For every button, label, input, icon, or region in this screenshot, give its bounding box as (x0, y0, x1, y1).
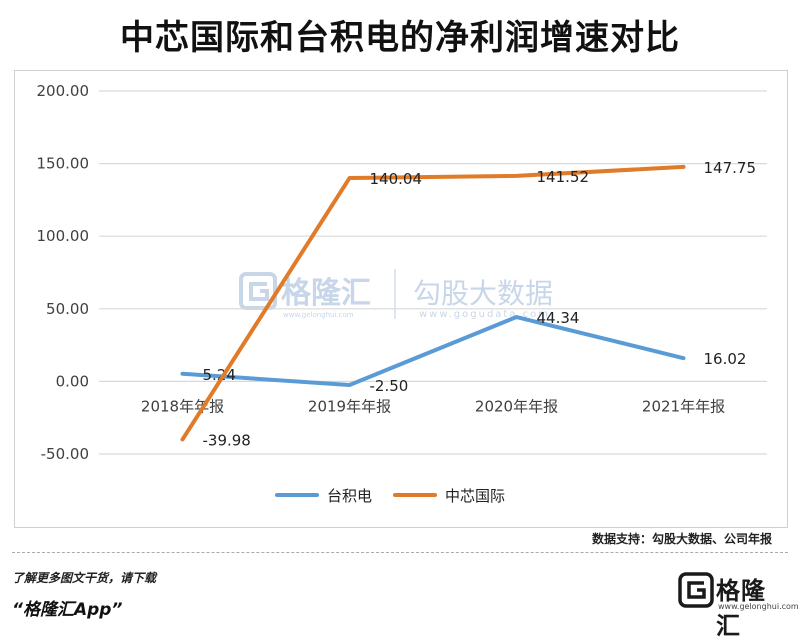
data-label: -39.98 (203, 431, 251, 449)
data-label: 141.52 (537, 168, 590, 186)
y-tick-label: 150.00 (37, 155, 90, 173)
data-point (181, 372, 184, 376)
data-point (348, 176, 351, 180)
promo-line-2: “格隆汇App” (12, 600, 123, 620)
chart-panel: 格隆汇 www.gelonghui.com 勾股大数据 www.gogudata… (14, 70, 788, 528)
legend: 台积电 中芯国际 (275, 487, 505, 505)
series-line-smic (180, 164, 686, 442)
data-label: -2.50 (370, 377, 409, 395)
grid: -50.00 0.00 50.00 100.00 150.00 200.00 (37, 82, 767, 463)
x-tick-label: 2021年年报 (642, 397, 725, 415)
logo-mark-icon (678, 572, 714, 608)
legend-label: 台积电 (327, 487, 372, 505)
logo-url: www.gelonghui.com (718, 602, 799, 611)
source-note: 数据支持：勾股大数据、公司年报 (591, 532, 772, 546)
y-tick-label: 0.00 (56, 372, 89, 390)
data-point (515, 315, 518, 319)
watermark-text: 勾股大数据 (413, 277, 553, 310)
footer-logo[interactable]: 格隆汇 www.gelonghui.com (678, 570, 799, 640)
watermark-brand: 格隆汇 (281, 276, 371, 311)
chart-title: 中芯国际和台积电的净利润增速对比 (120, 18, 680, 58)
data-point (181, 437, 184, 441)
data-label: 16.02 (704, 350, 747, 368)
watermark-url: www.gogudata.com (419, 309, 550, 320)
footer-divider (12, 552, 788, 553)
data-point (515, 174, 518, 178)
watermark-brand-url: www.gelonghui.com (283, 311, 354, 319)
y-tick-label: 200.00 (37, 82, 90, 100)
line-chart: 格隆汇 www.gelonghui.com 勾股大数据 www.gogudata… (37, 82, 767, 505)
series-line-tsmc (180, 315, 686, 388)
data-label: 140.04 (370, 170, 423, 188)
y-tick-label: 100.00 (37, 227, 90, 245)
data-point (348, 383, 351, 387)
data-point (682, 165, 685, 169)
x-tick-label: 2020年年报 (475, 397, 558, 415)
legend-label: 中芯国际 (445, 487, 505, 505)
x-tick-label: 2018年年报 (141, 397, 224, 415)
promo-line-1: 了解更多图文干货，请下载 (12, 571, 157, 585)
y-tick-label: 50.00 (46, 300, 89, 318)
x-tick-label: 2019年年报 (308, 397, 391, 415)
y-tick-label: -50.00 (41, 445, 89, 463)
data-label: 147.75 (704, 159, 757, 177)
data-label: 44.34 (537, 309, 580, 327)
watermark: 格隆汇 www.gelonghui.com 勾股大数据 www.gogudata… (239, 269, 553, 320)
data-point (682, 356, 685, 360)
x-axis-labels: 2018年年报 2019年年报 2020年年报 2021年年报 (141, 397, 725, 415)
